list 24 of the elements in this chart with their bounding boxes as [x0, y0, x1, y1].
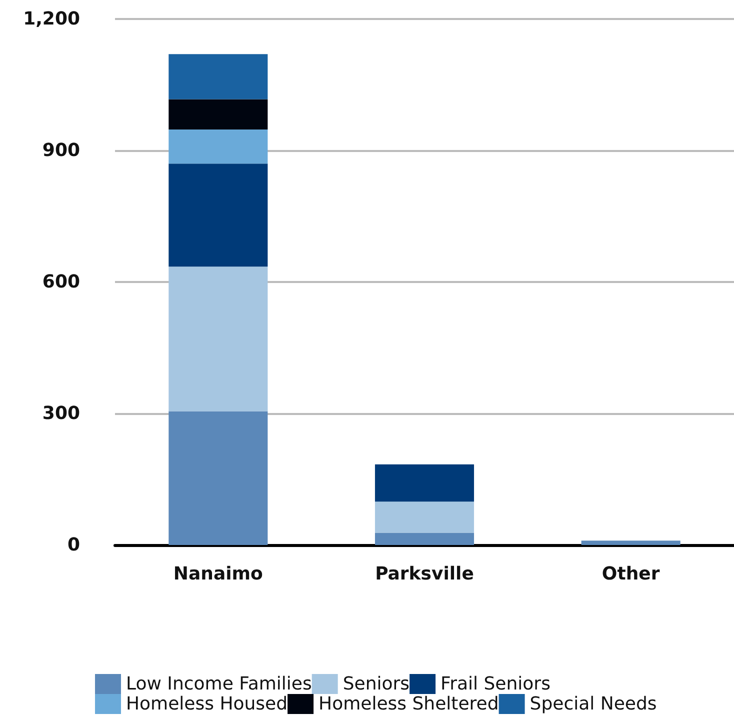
y-tick-label: 900: [42, 140, 80, 161]
y-tick-label: 0: [67, 534, 80, 556]
legend-label: Seniors: [342, 674, 410, 694]
bar: [168, 54, 268, 100]
legend-label: Homeless Sheltered: [318, 694, 499, 714]
x-tick-label: Parksville: [375, 564, 474, 584]
bar: [168, 411, 268, 545]
x-tick-label: Other: [602, 564, 660, 584]
bar: [168, 266, 268, 412]
bar: [168, 129, 268, 164]
legend-label: Homeless Housed: [126, 694, 288, 714]
bar: [168, 99, 268, 130]
legend-label: Low Income Families: [126, 674, 312, 694]
bar: [168, 164, 268, 267]
y-tick-label: 600: [42, 272, 80, 292]
bar: [374, 464, 474, 502]
legend-label: Frail Seniors: [440, 674, 550, 694]
bar: [581, 540, 680, 545]
bar: [374, 532, 474, 545]
y-tick-label: 300: [42, 403, 80, 424]
x-tick-label: Nanaimo: [173, 564, 263, 584]
legend-label: Special Needs: [530, 694, 657, 714]
bar: [374, 502, 474, 533]
y-tick-label: 1,200: [23, 8, 80, 30]
